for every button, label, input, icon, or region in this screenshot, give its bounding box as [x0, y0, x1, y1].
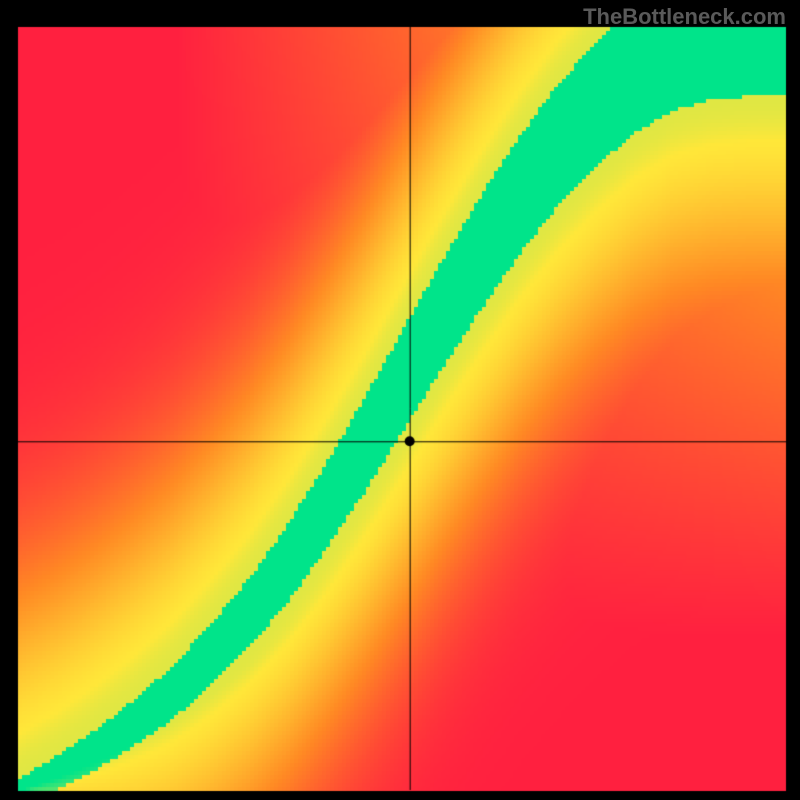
chart-container: TheBottleneck.com — [0, 0, 800, 800]
bottleneck-heatmap — [0, 0, 800, 800]
watermark-text: TheBottleneck.com — [583, 4, 786, 30]
